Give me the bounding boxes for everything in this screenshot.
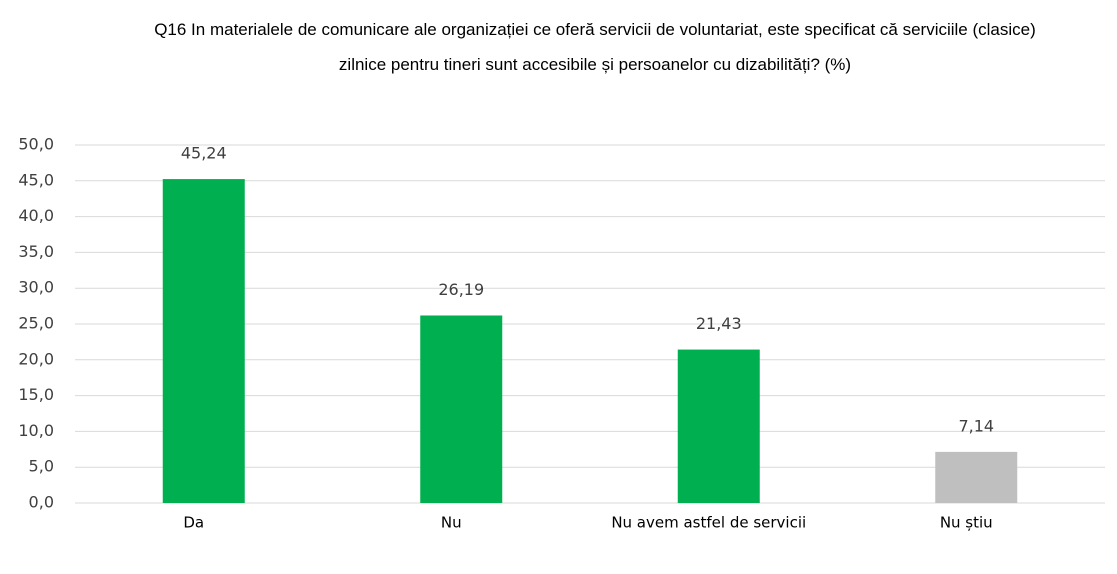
y-tick-label: 45,0 bbox=[18, 170, 54, 189]
y-tick-label: 0,0 bbox=[29, 493, 54, 512]
y-tick-label: 40,0 bbox=[18, 206, 54, 225]
y-tick-label: 5,0 bbox=[29, 457, 54, 476]
bar bbox=[420, 315, 503, 503]
y-tick-label: 30,0 bbox=[18, 278, 54, 297]
x-tick-label: Nu știu bbox=[940, 514, 993, 532]
data-label: 21,43 bbox=[696, 314, 742, 333]
x-tick-label: Da bbox=[183, 514, 204, 532]
x-tick-label: Nu bbox=[441, 514, 462, 532]
y-tick-label: 25,0 bbox=[18, 314, 54, 333]
x-tick-label: Nu avem astfel de servicii bbox=[611, 514, 806, 532]
y-tick-label: 10,0 bbox=[18, 421, 54, 440]
data-label: 26,19 bbox=[438, 280, 484, 299]
bar bbox=[935, 451, 1018, 503]
y-tick-label: 50,0 bbox=[18, 135, 54, 154]
y-tick-label: 20,0 bbox=[18, 349, 54, 368]
y-tick-label: 35,0 bbox=[18, 242, 54, 261]
bar bbox=[162, 179, 245, 503]
y-tick-label: 15,0 bbox=[18, 385, 54, 404]
data-label: 45,24 bbox=[181, 144, 227, 163]
chart-title: Q16 In materialele de comunicare ale org… bbox=[154, 20, 1036, 74]
data-label: 7,14 bbox=[958, 416, 994, 435]
bar bbox=[677, 349, 760, 503]
